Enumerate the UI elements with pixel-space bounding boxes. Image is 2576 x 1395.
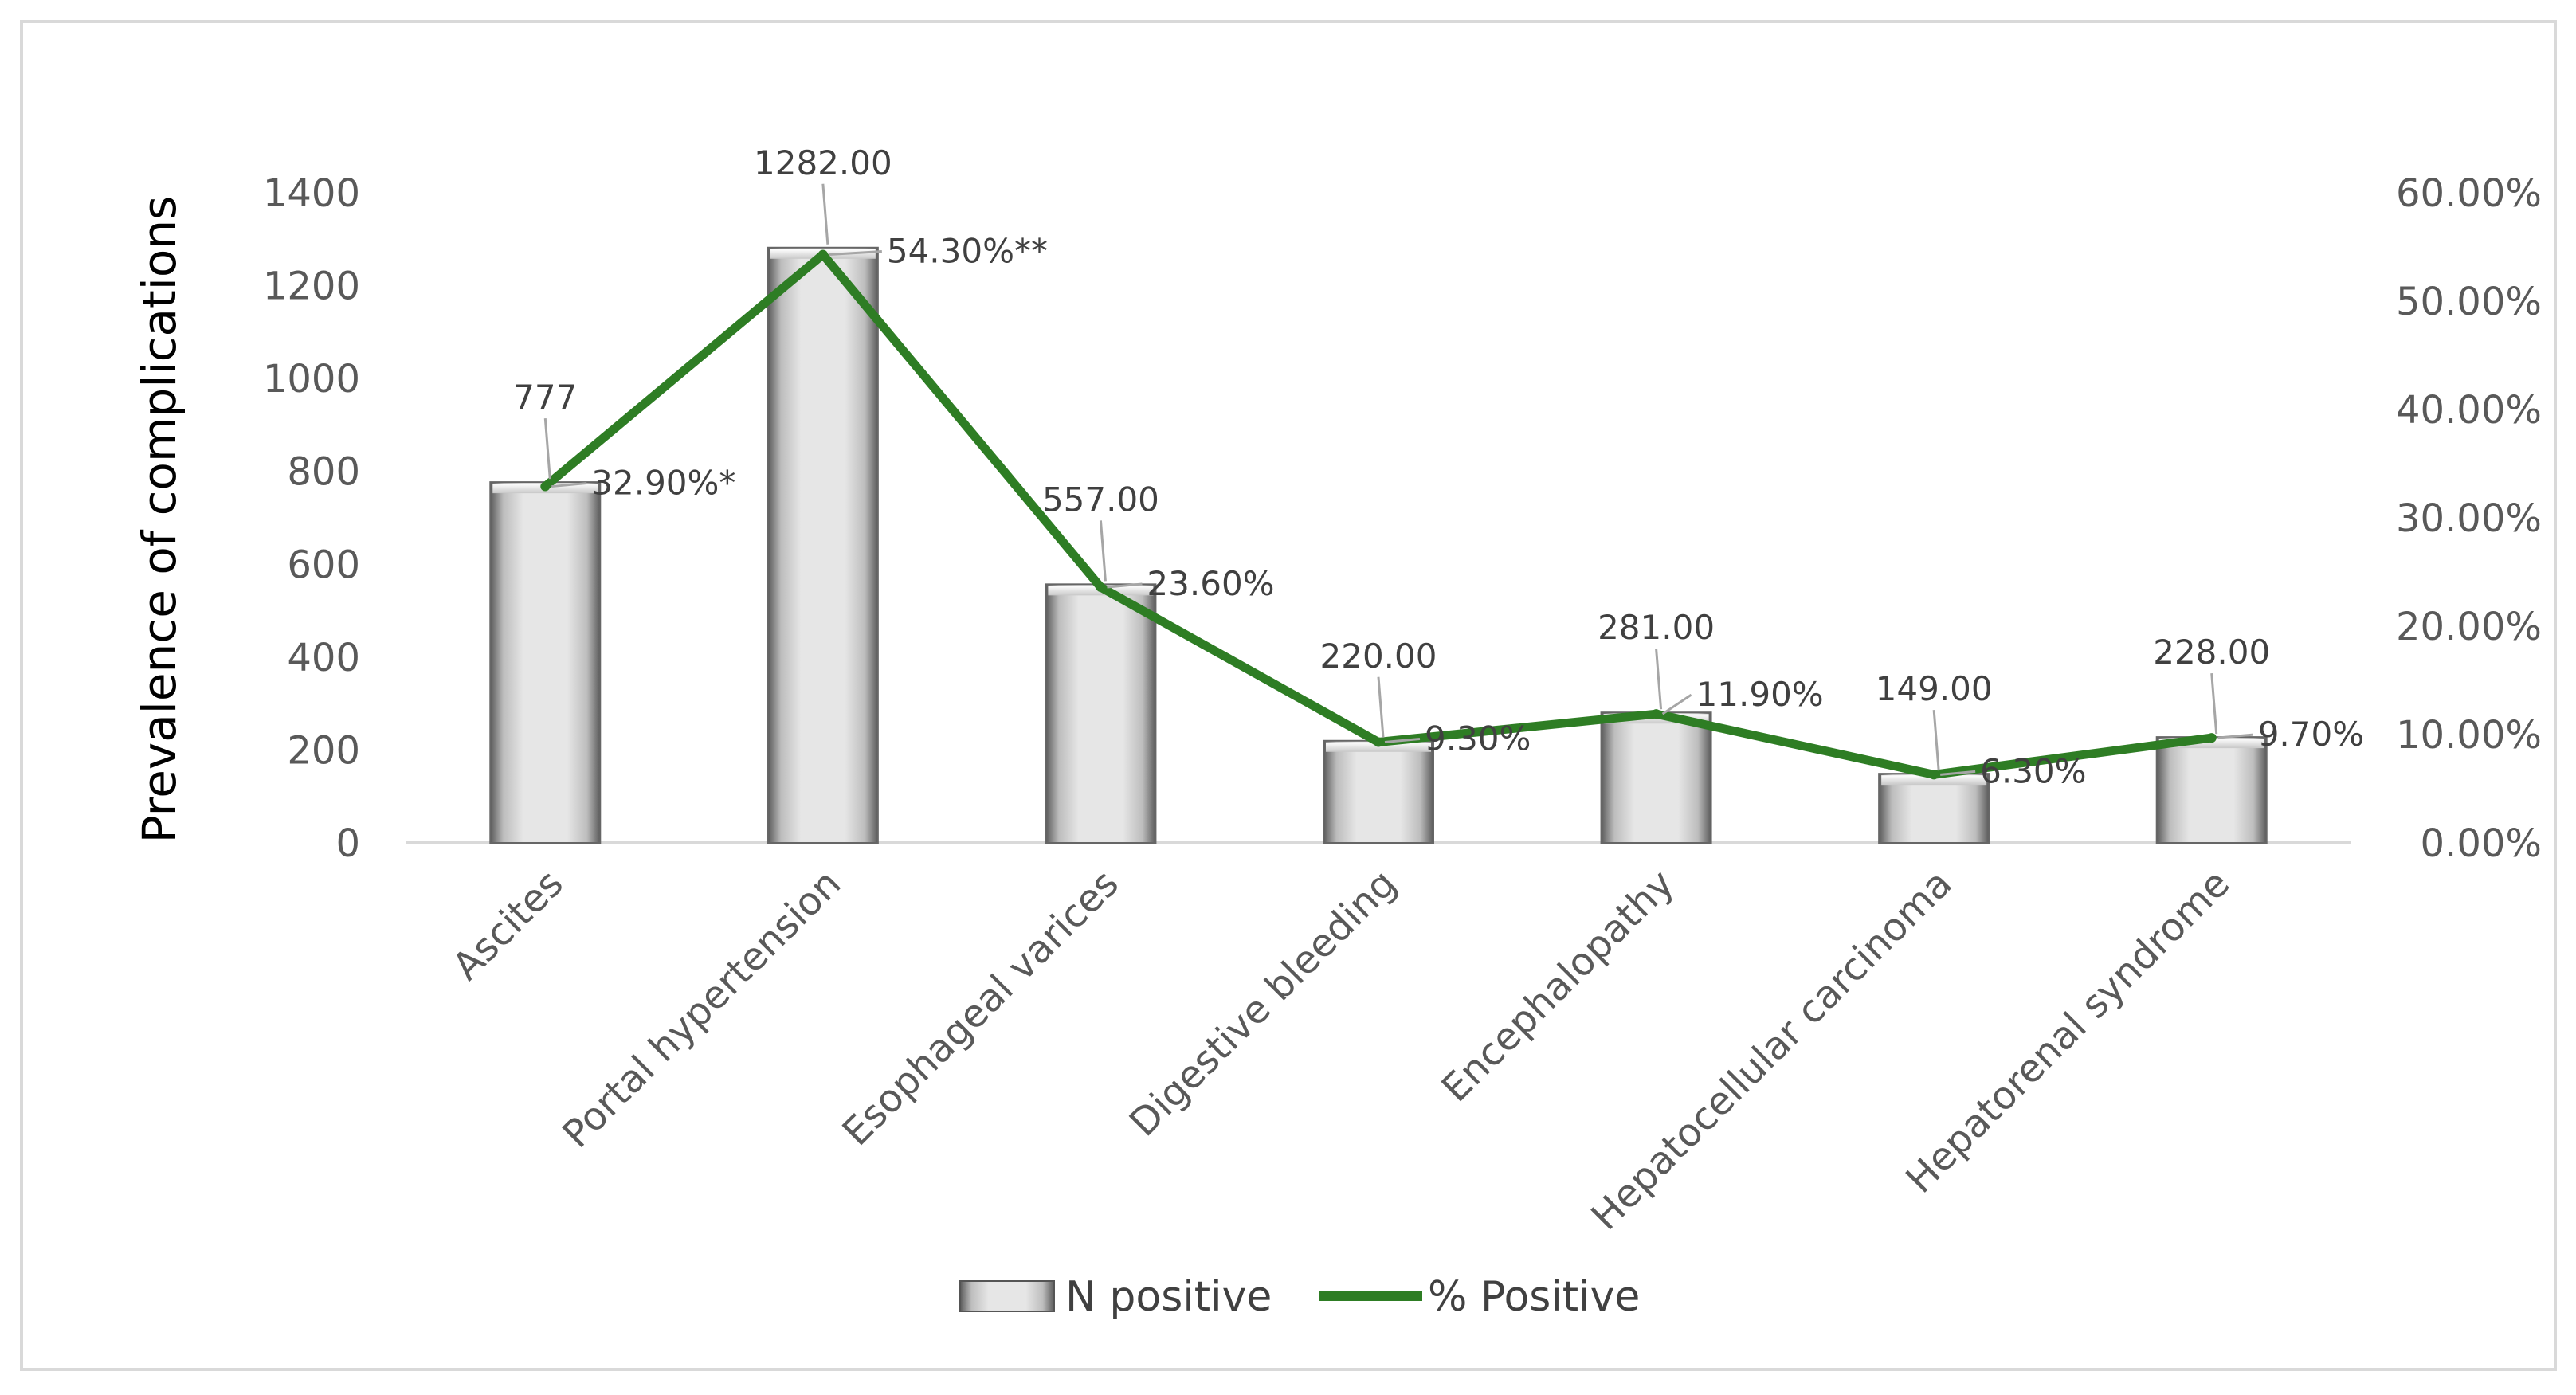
bar-value-label: 149.00: [1876, 669, 1993, 708]
line-label-leader: [1940, 770, 1976, 776]
right-tick-label: 20.00%: [2396, 605, 2542, 649]
bar-value-label: 220.00: [1320, 637, 1437, 676]
bar-value-label: 1282.00: [754, 143, 892, 182]
bar-label-leader: [2210, 672, 2218, 735]
bar: [2155, 736, 2268, 844]
left-tick-label: 400: [287, 636, 360, 680]
bar-body: [767, 246, 879, 844]
bar-value-label: 557.00: [1042, 480, 1159, 519]
line-value-label: 23.60%: [1147, 564, 1274, 603]
line-point: [817, 249, 828, 260]
line-point: [1929, 770, 1939, 780]
bar-label-leader: [821, 183, 829, 245]
line-point: [540, 481, 551, 492]
left-axis-ticks: 0 200 400 600 800 1000 1200 1400: [263, 171, 360, 866]
data-labels: 777 1282.00 557.00 220.00 281.00 149.00 228.00…: [513, 143, 2364, 791]
right-tick-label: 30.00%: [2396, 496, 2542, 541]
line-point: [1651, 709, 1661, 719]
left-tick-label: 1400: [263, 171, 360, 216]
left-tick-label: 200: [287, 728, 360, 773]
bar-label-leader: [1655, 649, 1663, 710]
bar-label-leader: [1932, 710, 1940, 771]
right-tick-label: 60.00%: [2396, 171, 2542, 216]
legend-item-n-positive: N positive: [959, 1273, 1272, 1321]
right-tick-label: 50.00%: [2396, 280, 2542, 324]
bar: [1600, 711, 1712, 844]
bar-label-leader: [1099, 520, 1107, 582]
left-tick-label: 0: [335, 821, 360, 866]
line-label-leader: [1661, 693, 1692, 715]
legend-label-n-positive: N positive: [1065, 1273, 1272, 1321]
line-point: [1096, 582, 1106, 593]
left-tick-label: 1200: [263, 265, 360, 309]
bar-value-label: 281.00: [1598, 608, 1715, 647]
bar-series-n-positive: [489, 246, 2268, 844]
legend-item-percent-positive: % Positive: [1319, 1273, 1640, 1321]
line-value-label: 9.70%: [2258, 715, 2364, 754]
line-label-leader: [1384, 738, 1421, 744]
legend-label-percent-positive: % Positive: [1428, 1273, 1640, 1321]
line-point: [1374, 737, 1383, 747]
line-value-label: 32.90%*: [591, 464, 735, 503]
line-value-label: 11.90%: [1696, 675, 1824, 714]
line-label-leader: [2217, 733, 2253, 739]
line-value-label: 9.30%: [1425, 719, 1531, 758]
legend-swatch-bar: [959, 1280, 1055, 1312]
line-label-leader: [551, 482, 587, 488]
left-tick-label: 800: [287, 450, 360, 495]
bar-top-bevel: [1881, 775, 1987, 786]
legend: N positive % Positive: [959, 1273, 1640, 1321]
bar-top-bevel: [1326, 742, 1431, 752]
line-point: [2206, 733, 2217, 743]
bar-body: [1045, 583, 1157, 844]
bar: [1045, 583, 1157, 844]
bar-body: [1600, 711, 1712, 844]
line-label-leader: [829, 250, 882, 257]
line-value-label: 54.30%**: [887, 232, 1048, 271]
line-series-percent-positive: [540, 249, 2217, 780]
left-tick-label: 600: [287, 543, 360, 587]
bar: [1878, 773, 1990, 844]
bar-body: [489, 481, 602, 844]
bar-label-leader: [1377, 676, 1385, 738]
right-tick-label: 40.00%: [2396, 388, 2542, 433]
line-label-leader: [1107, 582, 1143, 589]
bar: [489, 481, 602, 844]
right-tick-label: 0.00%: [2421, 821, 2542, 866]
right-tick-label: 10.00%: [2396, 713, 2542, 758]
bar-label-leader: [543, 418, 551, 480]
bar-body: [2155, 736, 2268, 844]
bar-value-label: 777: [513, 378, 577, 417]
bar: [1323, 739, 1434, 844]
left-tick-label: 1000: [263, 357, 360, 402]
line-value-label: 6.30%: [1980, 751, 2086, 790]
bar-body: [1323, 739, 1434, 844]
bar: [767, 246, 879, 844]
right-axis-ticks: 0.00% 10.00% 20.00% 30.00% 40.00% 50.00% 60.00…: [2396, 171, 2542, 866]
y-axis-title: Prevalence of complications: [132, 196, 186, 844]
bar-value-label: 228.00: [2153, 633, 2270, 672]
